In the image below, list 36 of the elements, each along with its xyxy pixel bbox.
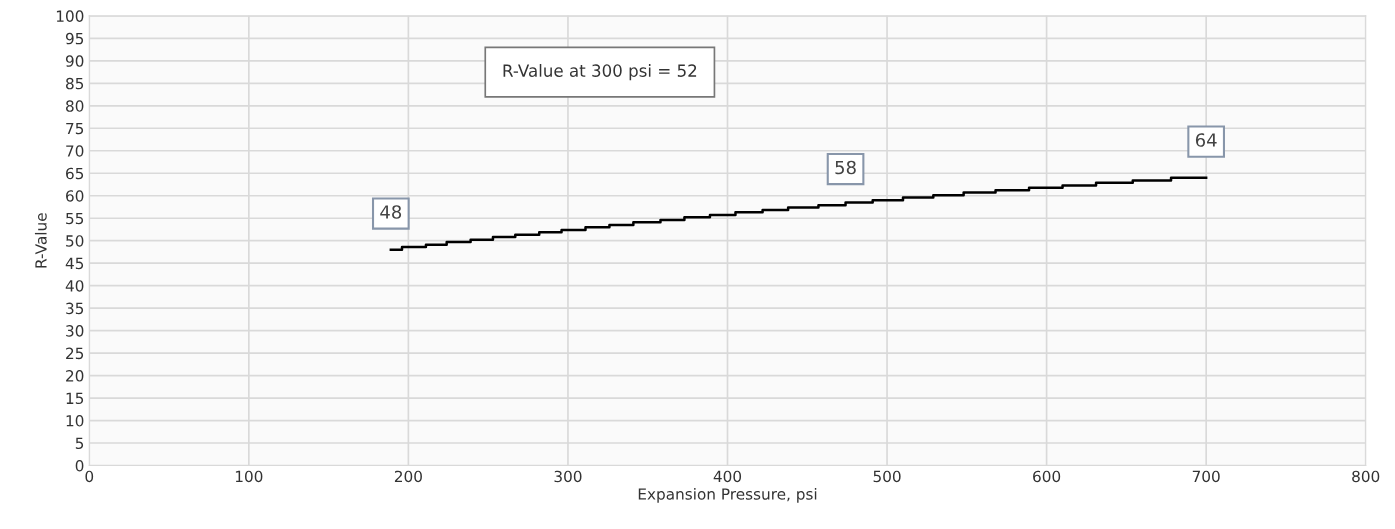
y-tick-label: 55 (66, 212, 84, 225)
y-tick-label: 40 (65, 280, 84, 292)
y-tick-label: 35 (66, 302, 84, 315)
x-tick-label: 100 (235, 470, 263, 483)
x-tick-label: 300 (554, 470, 582, 483)
annotation: 58 (835, 160, 856, 175)
x-tick-label: 800 (1352, 470, 1380, 483)
y-tick-label: 45 (65, 257, 84, 270)
y-tick-label: 15 (66, 392, 84, 405)
y-tick-label: 10 (66, 415, 84, 427)
y-tick-label: 60 (66, 190, 84, 202)
y-tick-label: 80 (66, 100, 84, 112)
x-tick-label: 200 (394, 470, 422, 483)
annotation: 48 (380, 205, 402, 219)
x-tick-label: 400 (713, 470, 742, 483)
x-axis-title: Expansion Pressure, psi (638, 487, 817, 503)
y-tick-label: 20 (66, 370, 84, 382)
y-tick-label: 30 (66, 325, 84, 337)
x-tick-label: 500 (873, 470, 901, 483)
y-axis-title: R-Value (34, 213, 47, 268)
y-tick-label: 65 (66, 167, 84, 180)
x-tick-label: 700 (1192, 470, 1220, 483)
x-tick-label: 0 (85, 470, 94, 483)
y-tick-label: 85 (66, 77, 84, 90)
y-tick-label: 5 (75, 437, 84, 450)
y-tick-label: 25 (66, 347, 84, 360)
y-tick-label: 50 (66, 235, 84, 247)
y-tick-label: 90 (65, 55, 84, 67)
y-tick-label: 70 (66, 145, 84, 157)
y-tick-label: 75 (66, 122, 84, 135)
annotation: R-Value at 300 psi = 52 (503, 64, 697, 81)
y-tick-label: 100 (56, 10, 84, 22)
y-tick-label: 95 (65, 32, 84, 45)
y-tick-label: 0 (75, 459, 84, 472)
annotation: 64 (1195, 133, 1217, 147)
x-tick-label: 600 (1033, 470, 1061, 483)
